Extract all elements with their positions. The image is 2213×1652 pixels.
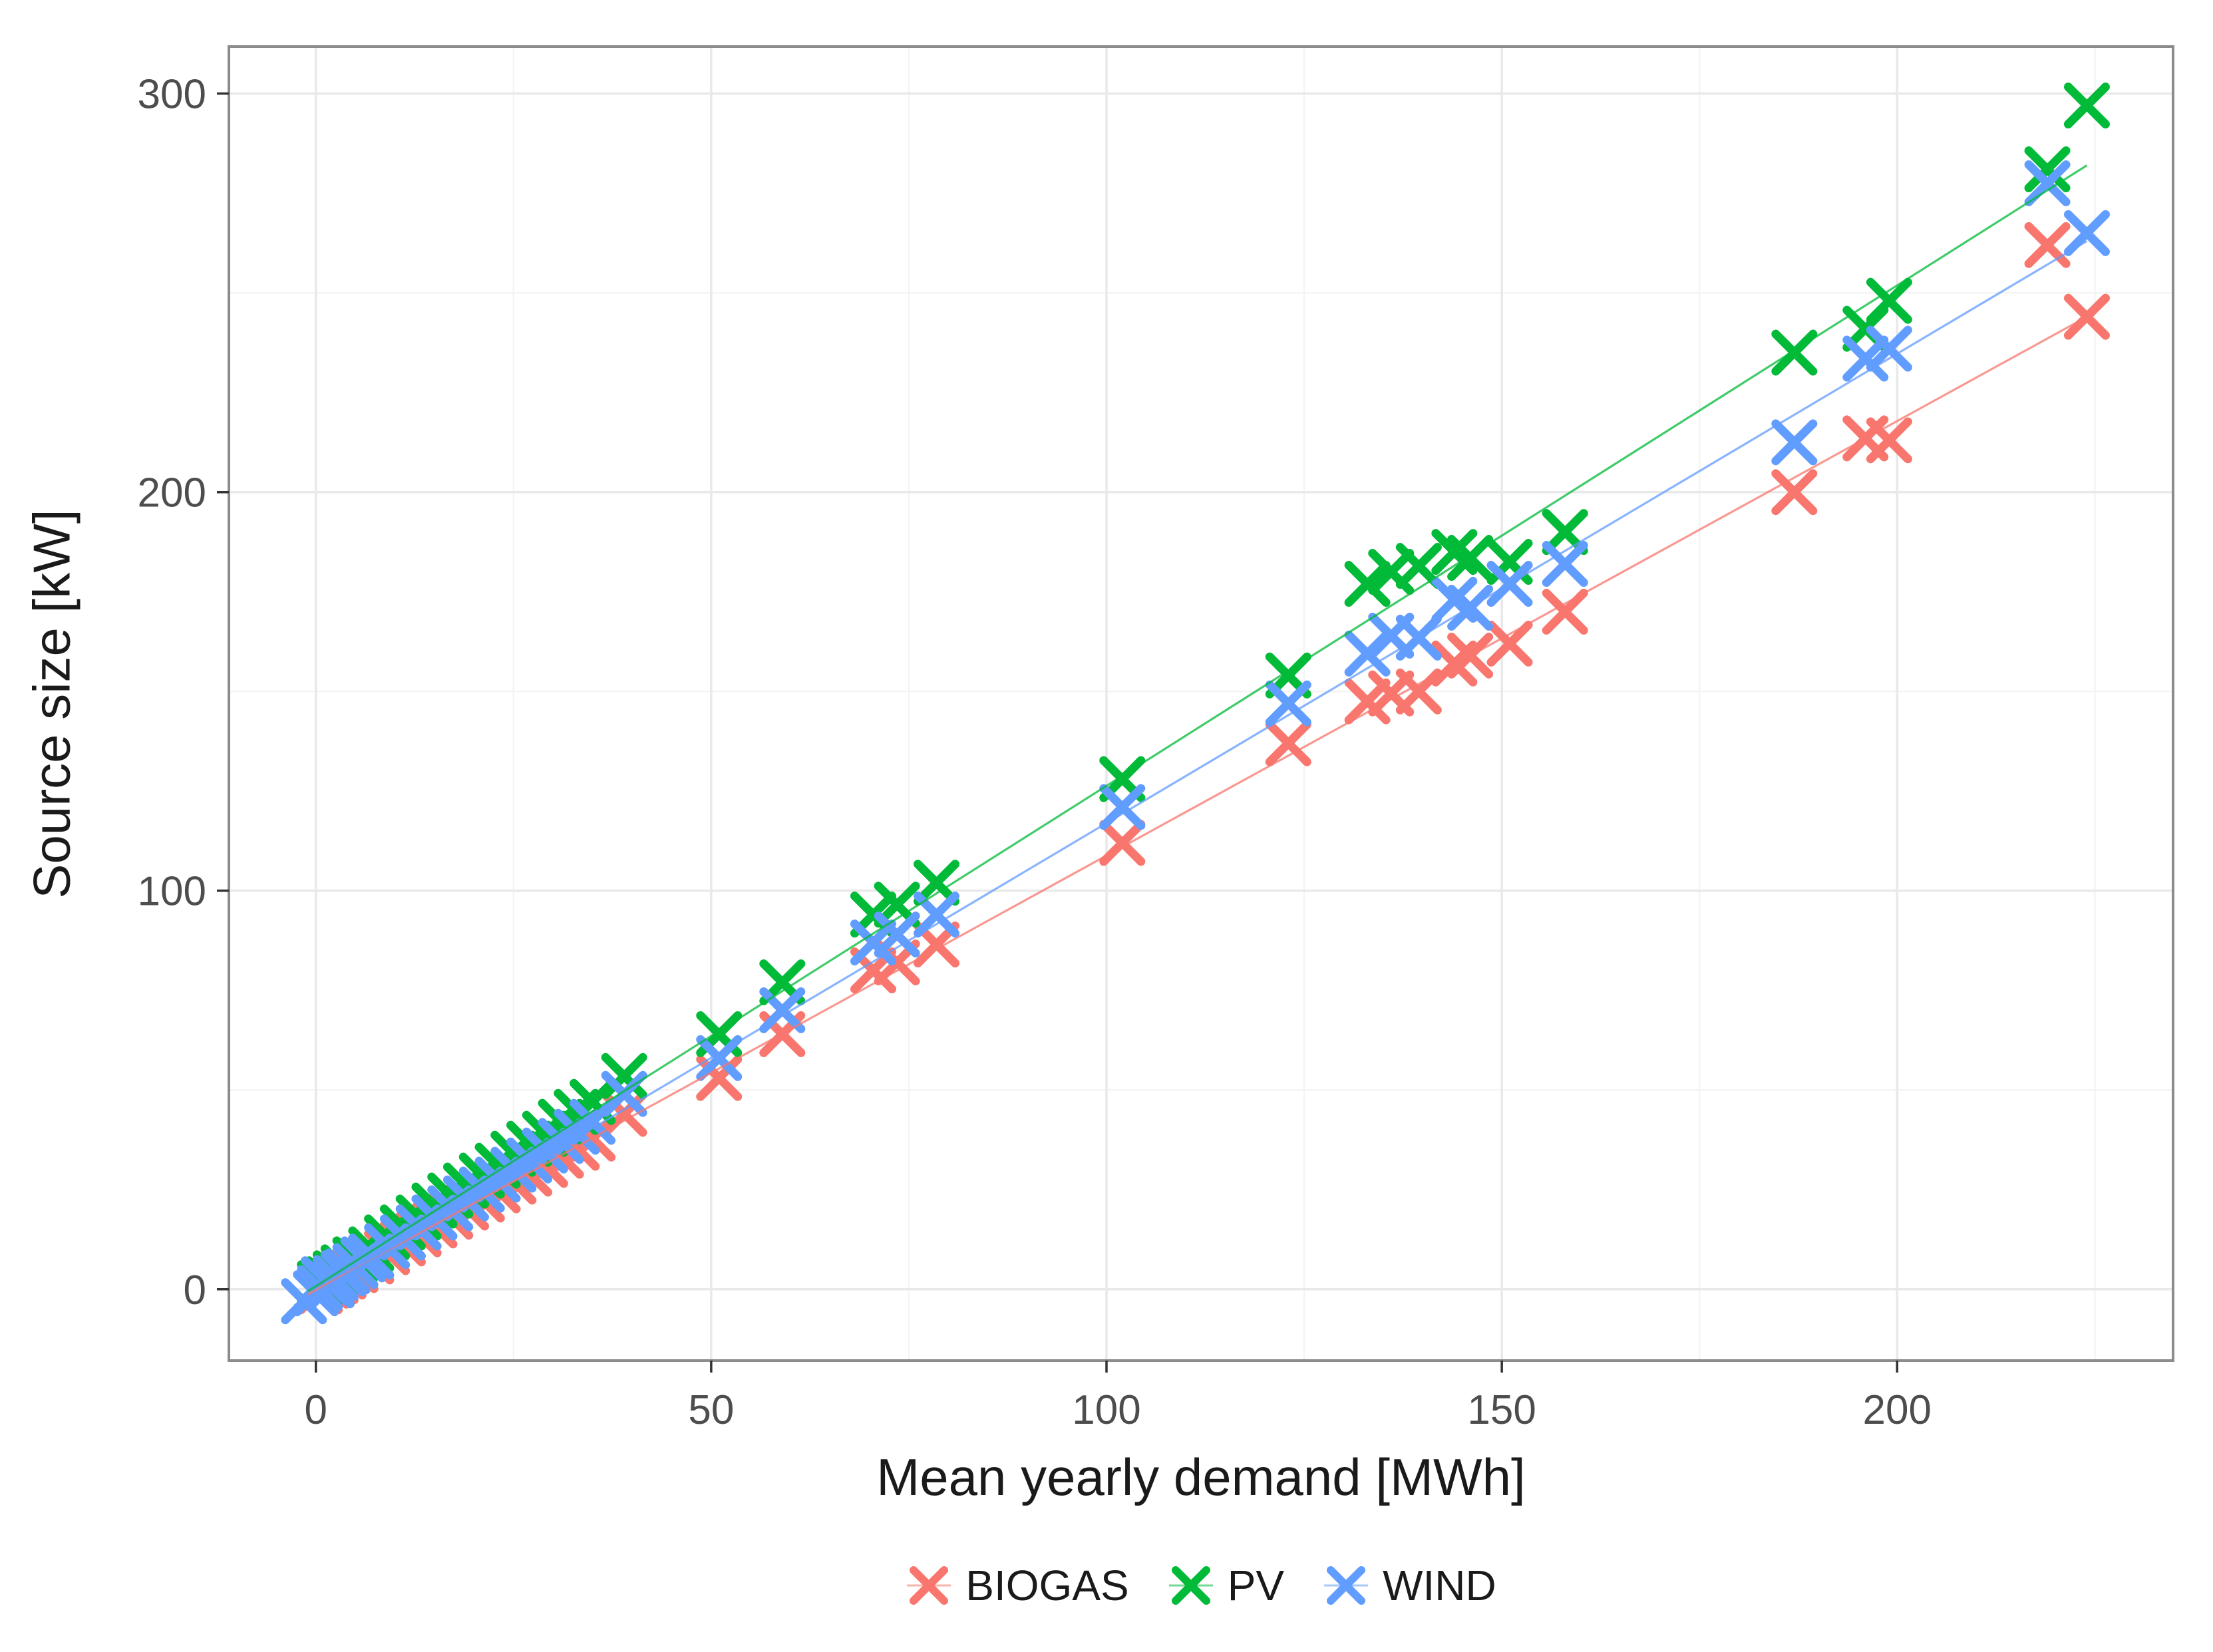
data-point-biogas: [1344, 678, 1391, 725]
data-point-wind: [1099, 784, 1146, 830]
data-point-biogas: [1866, 417, 1912, 464]
data-point-wind: [1866, 325, 1912, 372]
data-point-pv: [601, 1053, 647, 1099]
trend-line-wind: [293, 240, 2088, 1307]
data-point-wind: [1542, 541, 1588, 587]
data-point-biogas: [1099, 820, 1146, 866]
data-point-biogas: [1771, 469, 1818, 516]
data-point-pv: [1395, 543, 1442, 589]
trend-line-biogas: [307, 315, 2088, 1295]
data-point-pv: [1344, 560, 1391, 607]
legend-key-x-icon: [1324, 1566, 1369, 1605]
data-point-wind: [2024, 160, 2071, 206]
data-point-wind: [1265, 680, 1311, 727]
legend-item-pv: PV: [1168, 1561, 1284, 1610]
panel-border: [228, 45, 2174, 1362]
data-point-biogas: [1542, 588, 1588, 635]
y-tick-label: 100: [138, 869, 206, 915]
legend-item-biogas: BIOGAS: [906, 1561, 1129, 1610]
legend-key-x-icon: [1168, 1566, 1213, 1605]
y-tick-label: 200: [138, 470, 206, 516]
data-point-pv: [1866, 277, 1912, 324]
legend-label: PV: [1227, 1562, 1285, 1609]
data-point-pv: [1447, 535, 1494, 581]
data-point-wind: [874, 911, 920, 958]
x-tick-label: 50: [688, 1387, 734, 1433]
data-point-wind: [601, 1071, 647, 1117]
legend-item-wind: WIND: [1323, 1561, 1496, 1610]
data-point-wind: [1771, 419, 1818, 466]
y-tick-label: 0: [184, 1267, 206, 1313]
y-axis-title: Source size [kW]: [22, 509, 81, 899]
legend: BIOGAS PV WIND: [229, 1542, 2173, 1629]
x-tick-label: 150: [1467, 1387, 1536, 1433]
data-point-wind: [2063, 210, 2110, 256]
trend-line-pv: [307, 164, 2088, 1293]
legend-label: BIOGAS: [965, 1562, 1129, 1609]
data-point-biogas: [1395, 668, 1442, 715]
x-tick-label: 100: [1072, 1387, 1140, 1433]
y-tick-label: 300: [138, 72, 206, 118]
data-point-pv: [914, 860, 960, 906]
data-point-pv: [2063, 83, 2110, 129]
data-point-biogas: [1486, 620, 1533, 667]
x-tick-label: 200: [1863, 1387, 1932, 1433]
data-point-wind: [1842, 335, 1889, 382]
x-tick-label: 0: [304, 1387, 327, 1433]
data-point-biogas: [1265, 720, 1311, 766]
legend-label: WIND: [1383, 1562, 1496, 1609]
legend-key-x-icon: [907, 1566, 951, 1605]
x-axis-title: Mean yearly demand [MWh]: [876, 1448, 1526, 1506]
data-point-pv: [1771, 329, 1818, 376]
data-point-biogas: [2063, 293, 2110, 340]
